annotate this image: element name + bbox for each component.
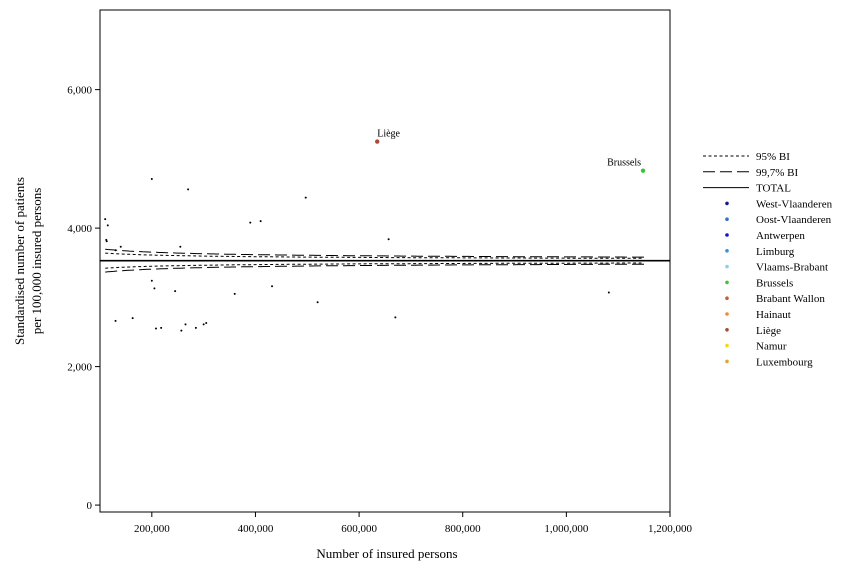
y-axis-title-line-1: Standardised number of patients: [12, 177, 27, 345]
data-point: [387, 238, 390, 241]
legend-marker: [725, 343, 729, 348]
ci95-lower-curve: [105, 262, 645, 269]
ci997-upper-curve: [105, 248, 645, 258]
point-annotation: Brussels: [607, 158, 641, 169]
legend-label: Hainaut: [756, 309, 791, 321]
data-point: [119, 245, 122, 248]
data-point: [180, 329, 183, 332]
data-point: [184, 323, 187, 326]
legend-label: Antwerpen: [756, 230, 805, 242]
data-point: [131, 317, 134, 320]
data-point: [233, 292, 236, 295]
data-point: [150, 177, 153, 180]
data-point: [304, 196, 307, 199]
legend-marker: [725, 296, 729, 301]
data-point: [607, 291, 610, 294]
data-point: [205, 321, 208, 324]
x-tick-label: 200,000: [134, 523, 170, 535]
point-annotations: Liège Brussels: [377, 129, 641, 169]
legend-label: Limburg: [756, 246, 795, 258]
data-point: [259, 220, 262, 223]
legend-label: West-Vlaanderen: [756, 198, 833, 210]
data-point: [105, 240, 108, 243]
confidence-curves: [100, 248, 670, 273]
data-point: [179, 245, 182, 248]
data-point: [104, 218, 107, 221]
y-axis: 0 2,000 4,000 6,000: [67, 85, 100, 512]
x-tick-label: 1,200,000: [648, 523, 693, 535]
y-tick-label: 6,000: [67, 85, 92, 97]
data-point: [394, 316, 397, 319]
x-tick-label: 800,000: [445, 523, 481, 535]
data-point: [153, 287, 156, 290]
legend-marker: [725, 233, 729, 237]
y-tick-label: 0: [87, 500, 93, 512]
data-point: [150, 279, 153, 282]
y-axis-title-line-2: per 100,000 insured persons: [29, 188, 44, 335]
data-point: [316, 301, 319, 304]
legend-marker: [725, 249, 729, 253]
legend-marker: [725, 359, 729, 364]
legend-marker: [725, 312, 729, 316]
data-point: [154, 327, 157, 330]
legend-label: Namur: [756, 341, 787, 353]
x-axis: 200,000 400,000 600,000 800,000 1,000,000 1,2…: [134, 512, 693, 535]
data-point: [106, 224, 109, 227]
legend-label: Luxembourg: [756, 356, 813, 368]
data-point: [187, 188, 190, 191]
legend-label: 99,7% BI: [756, 167, 799, 179]
x-tick-label: 400,000: [238, 523, 274, 535]
legend-label: Oost-Vlaanderen: [756, 214, 832, 226]
legend-marker: [725, 328, 729, 332]
legend-label: Liège: [756, 325, 781, 337]
legend: 95% BI 99,7% BI TOTAL West-Vlaanderen Oost-V…: [703, 151, 833, 368]
data-point: [114, 319, 117, 322]
data-point: [640, 168, 646, 173]
x-axis-title: Number of insured persons: [316, 546, 457, 561]
legend-marker: [725, 217, 729, 221]
legend-label: Brussels: [756, 277, 793, 289]
data-point: [271, 285, 274, 288]
point-annotation: Liège: [377, 129, 400, 140]
legend-label: Brabant Wallon: [756, 293, 825, 305]
data-point: [114, 249, 117, 252]
legend-label: TOTAL: [756, 183, 791, 195]
data-point: [194, 326, 197, 329]
data-point: [202, 323, 205, 326]
legend-marker: [725, 201, 729, 206]
ci997-lower-curve: [105, 263, 645, 273]
data-point: [160, 326, 163, 329]
legend-label: Vlaams-Brabant: [756, 262, 828, 274]
y-tick-label: 4,000: [67, 223, 92, 235]
data-point: [174, 290, 177, 293]
x-tick-label: 600,000: [341, 523, 377, 535]
legend-marker: [725, 280, 729, 285]
legend-marker: [725, 264, 729, 269]
data-points: [104, 139, 646, 332]
data-point: [249, 221, 252, 224]
data-point: [375, 139, 380, 144]
legend-label: 95% BI: [756, 151, 790, 163]
y-tick-label: 2,000: [67, 362, 92, 374]
ci95-upper-curve: [105, 252, 645, 259]
x-tick-label: 1,000,000: [544, 523, 589, 535]
